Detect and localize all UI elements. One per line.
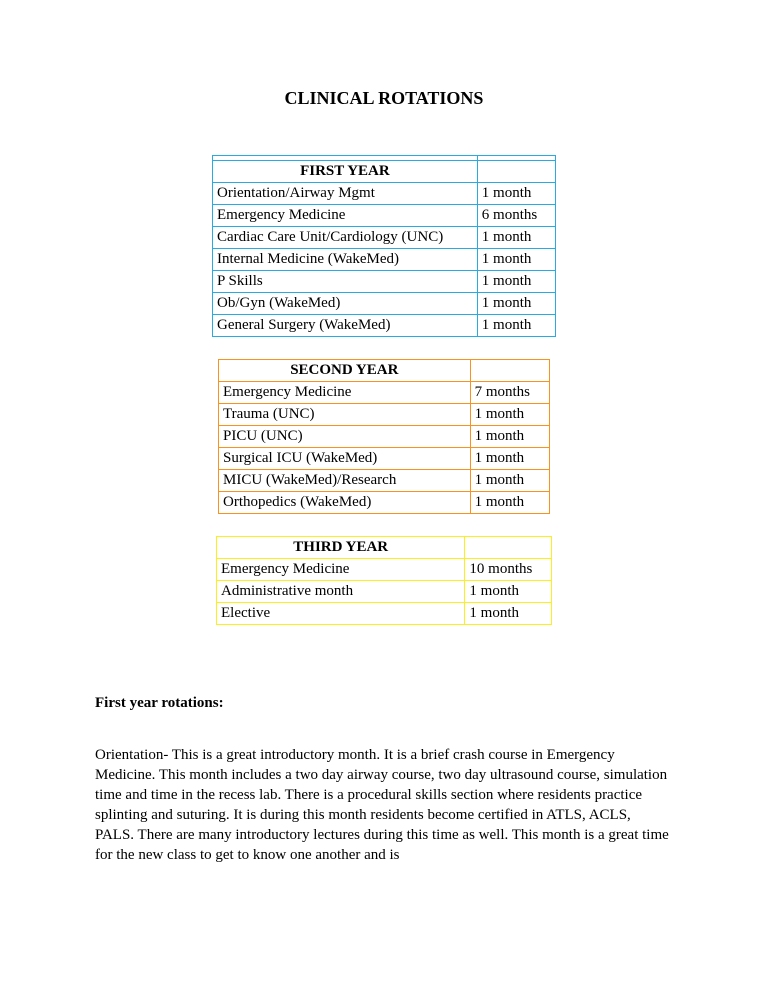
table-cell: Administrative month — [217, 581, 465, 603]
first-year-table: FIRST YEAR Orientation/Airway Mgmt1 mont… — [212, 155, 556, 337]
tables-container: FIRST YEAR Orientation/Airway Mgmt1 mont… — [95, 155, 673, 625]
table-cell: Emergency Medicine — [217, 559, 465, 581]
second-year-header: SECOND YEAR — [219, 360, 471, 382]
table-cell: Orthopedics (WakeMed) — [219, 492, 471, 514]
table-cell: Ob/Gyn (WakeMed) — [213, 293, 478, 315]
first-year-header: FIRST YEAR — [213, 161, 478, 183]
table-cell: Cardiac Care Unit/Cardiology (UNC) — [213, 227, 478, 249]
table-cell: 1 month — [477, 183, 555, 205]
table-cell: 1 month — [470, 470, 549, 492]
second-year-table: SECOND YEAR Emergency Medicine7 months T… — [218, 359, 550, 514]
table-cell: 10 months — [465, 559, 552, 581]
third-year-header: THIRD YEAR — [217, 537, 465, 559]
table-cell: 1 month — [465, 603, 552, 625]
body-paragraph: Orientation- This is a great introductor… — [95, 746, 673, 866]
table-cell: Internal Medicine (WakeMed) — [213, 249, 478, 271]
table-cell: 1 month — [465, 581, 552, 603]
table-cell: 1 month — [477, 315, 555, 337]
table-cell: Orientation/Airway Mgmt — [213, 183, 478, 205]
table-cell: Elective — [217, 603, 465, 625]
table-cell: General Surgery (WakeMed) — [213, 315, 478, 337]
table-cell: P Skills — [213, 271, 478, 293]
table-cell: 1 month — [470, 404, 549, 426]
table-cell: MICU (WakeMed)/Research — [219, 470, 471, 492]
table-cell: 6 months — [477, 205, 555, 227]
table-cell: 1 month — [470, 492, 549, 514]
page-title: CLINICAL ROTATIONS — [95, 88, 673, 109]
table-cell: PICU (UNC) — [219, 426, 471, 448]
table-cell: Emergency Medicine — [213, 205, 478, 227]
table-cell: 1 month — [477, 271, 555, 293]
third-year-table: THIRD YEAR Emergency Medicine10 months A… — [216, 536, 552, 625]
table-cell: Emergency Medicine — [219, 382, 471, 404]
table-cell: 1 month — [470, 426, 549, 448]
table-cell: 1 month — [477, 227, 555, 249]
table-cell: Surgical ICU (WakeMed) — [219, 448, 471, 470]
table-cell: 1 month — [477, 293, 555, 315]
section-heading: First year rotations: — [95, 695, 673, 712]
table-cell: 7 months — [470, 382, 549, 404]
table-cell: 1 month — [470, 448, 549, 470]
table-cell: 1 month — [477, 249, 555, 271]
table-cell: Trauma (UNC) — [219, 404, 471, 426]
